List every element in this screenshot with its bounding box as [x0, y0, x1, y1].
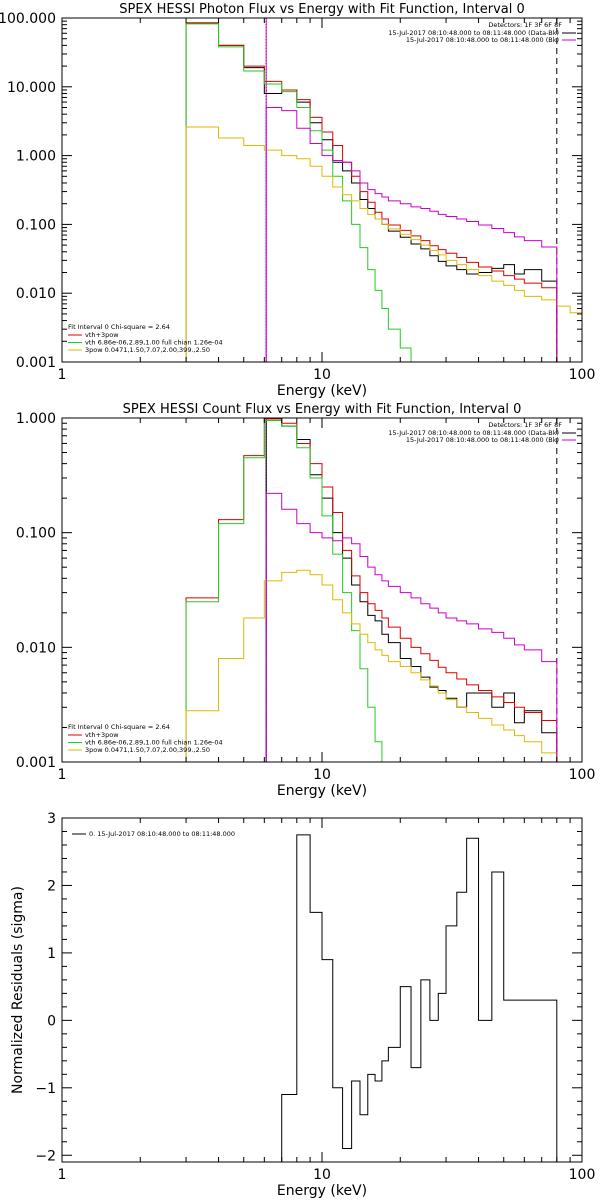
legend-entry-label: vth 6.86e-06,2.89,1.00 full chian 1.26e-… [85, 339, 223, 347]
series-line-2 [185, 418, 558, 762]
series-line-3 [185, 420, 421, 762]
series-line-5 [265, 107, 558, 362]
y-tick-label: 0.010 [16, 640, 56, 656]
y-tick-label: 0.010 [16, 286, 56, 302]
y-tick-label: −1 [35, 1081, 56, 1097]
legend-header: Fit Interval 0 Chi-square = 2.64 [68, 723, 170, 731]
x-axis-title: Energy (keV) [277, 383, 367, 399]
legend-entry-label: 0. 15-Jul-2017 08:10:48.000 to 08:11:48.… [89, 830, 235, 838]
series-line-1 [185, 22, 558, 362]
chart-3: 1 10 100 −2 −1 0 1 2 3 Energy (keV) Normalized Res… [10, 811, 595, 1199]
legend-entry-label: 15-Jul-2017 08:10:48.000 to 08:11:48.000… [406, 36, 559, 44]
series-line-3 [185, 23, 557, 362]
y-tick-label: 10.000 [7, 80, 56, 96]
chart-title: SPEX HESSI Count Flux vs Energy with Fit… [123, 402, 522, 417]
x-tick-label: 100 [569, 1167, 596, 1183]
x-tick-label: 1 [58, 367, 67, 383]
legend-entry-label: 15-Jul-2017 08:10:48.000 to 08:11:48.000… [406, 436, 559, 444]
series-group [266, 834, 558, 1162]
y-tick-label: 0.100 [16, 217, 56, 233]
chart-1: SPEX HESSI Photon Flux vs Energy with Fi… [0, 2, 595, 399]
x-tick-label: 10 [313, 767, 331, 783]
plot-frame [61, 17, 583, 363]
legend-entry-label: 15-Jul-2017 08:10:48.000 to 08:11:48.000… [388, 29, 559, 37]
x-tick-label: 1 [58, 1167, 67, 1183]
legend-header: Detectors: 1F 3F 6F 8F [488, 421, 562, 429]
y-tick-label: 0.100 [16, 526, 56, 542]
legend-header: Detectors: 1F 3F 6F 8F [488, 21, 562, 29]
legend-entry-label: 3pow 0.0471,1.50,7.07,2.00,399.,2.50 [85, 346, 210, 354]
legend-bottom-left: Fit Interval 0 Chi-square = 2.64vth+3pow… [68, 323, 223, 354]
y-tick-label: 1.000 [16, 149, 56, 165]
series-group [185, 418, 571, 762]
legend-bottom-left: Fit Interval 0 Chi-square = 2.64vth+3pow… [68, 723, 223, 754]
legend-top-left: 0. 15-Jul-2017 08:10:48.000 to 08:11:48.… [72, 830, 235, 838]
series-group [185, 22, 582, 362]
y-tick-label: 0 [47, 1013, 56, 1029]
x-axis-title: Energy (keV) [277, 1183, 367, 1199]
series-line-1 [266, 834, 558, 1162]
y-tick-label: 1 [47, 946, 56, 962]
series-line-4 [185, 569, 571, 762]
y-tick-label: 3 [47, 811, 56, 827]
chart-title: SPEX HESSI Photon Flux vs Energy with Fi… [119, 2, 525, 17]
y-axis-title: Normalized Residuals (sigma) [10, 886, 26, 1094]
series-line-4 [185, 126, 582, 362]
x-tick-label: 10 [313, 1167, 331, 1183]
legend-entry-label: vth+3pow [85, 331, 119, 339]
y-tick-label: 0.001 [16, 355, 56, 371]
y-tick-label: 0.001 [16, 755, 56, 771]
series-line-2 [185, 22, 558, 362]
y-tick-label: 100.000 [0, 11, 56, 27]
chart-2: SPEX HESSI Count Flux vs Energy with Fit… [16, 402, 595, 799]
legend-header: Fit Interval 0 Chi-square = 2.64 [68, 323, 170, 331]
x-axis-title: Energy (keV) [277, 783, 367, 799]
y-tick-label: −2 [35, 1148, 56, 1164]
y-tick-label: 2 [47, 878, 56, 894]
x-tick-label: 1 [58, 767, 67, 783]
series-line-5 [265, 492, 558, 762]
legend-entry-label: vth 6.86e-06,2.89,1.00 full chian 1.26e-… [85, 739, 223, 747]
y-tick-label: 1.000 [16, 411, 56, 427]
x-tick-label: 100 [569, 767, 596, 783]
legend-entry-label: 15-Jul-2017 08:10:48.000 to 08:11:48.000… [388, 429, 559, 437]
legend-entry-label: vth+3pow [85, 731, 119, 739]
x-tick-label: 100 [569, 367, 596, 383]
x-tick-label: 10 [313, 367, 331, 383]
legend-entry-label: 3pow 0.0471,1.50,7.07,2.00,399.,2.50 [85, 746, 210, 754]
